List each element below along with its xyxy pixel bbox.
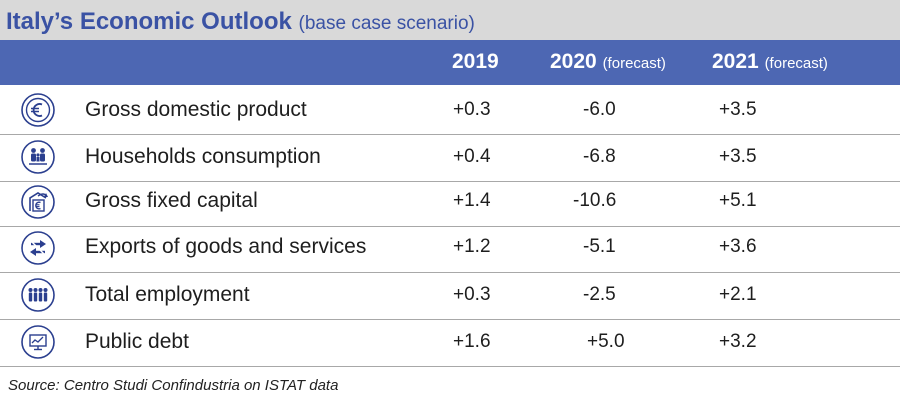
- value-2020: -5.1: [583, 236, 616, 257]
- table-row: Gross domestic product +0.3 -6.0 +3.5: [0, 88, 900, 135]
- header-2021-year: 2021: [712, 50, 759, 73]
- row-label: Gross fixed capital: [85, 189, 258, 212]
- value-2019: +1.6: [453, 331, 491, 352]
- people-group-icon: [21, 278, 55, 312]
- family-icon: [21, 140, 55, 174]
- value-2019: +0.3: [453, 284, 491, 305]
- row-label: Exports of goods and services: [85, 235, 367, 258]
- value-2020: -6.8: [583, 146, 616, 167]
- value-2020: +5.0: [587, 331, 625, 352]
- header-2021: 2021 (forecast): [712, 50, 828, 74]
- value-2019: +1.2: [453, 236, 491, 257]
- value-2021: +3.2: [719, 331, 757, 352]
- value-2020: -6.0: [583, 99, 616, 120]
- value-2020: -2.5: [583, 284, 616, 305]
- value-2019: +0.3: [453, 99, 491, 120]
- table-row: Total employment +0.3 -2.5 +2.1: [0, 273, 900, 320]
- value-2021: +5.1: [719, 190, 757, 211]
- value-2020: -10.6: [573, 190, 617, 211]
- monitor-chart-icon: [21, 325, 55, 359]
- euro-coin-icon: [21, 93, 55, 127]
- row-label: Gross domestic product: [85, 98, 307, 121]
- title-text: Italy’s Economic Outlook: [6, 8, 292, 35]
- capital-investment-icon: [21, 185, 55, 219]
- header-2019-year: 2019: [452, 50, 499, 73]
- value-2021: +3.6: [719, 236, 757, 257]
- table-row: Households consumption +0.4 -6.8 +3.5: [0, 135, 900, 182]
- table-row: Exports of goods and services +1.2 -5.1 …: [0, 226, 900, 273]
- title-bar: Italy’s Economic Outlook (base case scen…: [0, 0, 900, 40]
- value-2019: +0.4: [453, 146, 491, 167]
- header-2020-year: 2020: [550, 50, 597, 73]
- value-2021: +3.5: [719, 99, 757, 120]
- row-label: Households consumption: [85, 145, 321, 168]
- header-2021-note: (forecast): [764, 55, 828, 72]
- source-note: Source: Centro Studi Confindustria on IS…: [8, 377, 339, 394]
- header-2019: 2019: [452, 50, 499, 74]
- value-2021: +2.1: [719, 284, 757, 305]
- value-2021: +3.5: [719, 146, 757, 167]
- exchange-arrows-icon: [21, 231, 55, 265]
- table-row: Gross fixed capital +1.4 -10.6 +5.1: [0, 180, 900, 227]
- header-2020: 2020 (forecast): [550, 50, 666, 74]
- table-title: Italy’s Economic Outlook (base case scen…: [6, 8, 475, 36]
- value-2019: +1.4: [453, 190, 491, 211]
- table-row: Public debt +1.6 +5.0 +3.2: [0, 320, 900, 367]
- subtitle-text: (base case scenario): [298, 13, 475, 34]
- row-label: Total employment: [85, 283, 250, 306]
- header-2020-note: (forecast): [602, 55, 666, 72]
- row-label: Public debt: [85, 330, 189, 353]
- column-header-row: 2019 2020 (forecast) 2021 (forecast): [0, 40, 900, 85]
